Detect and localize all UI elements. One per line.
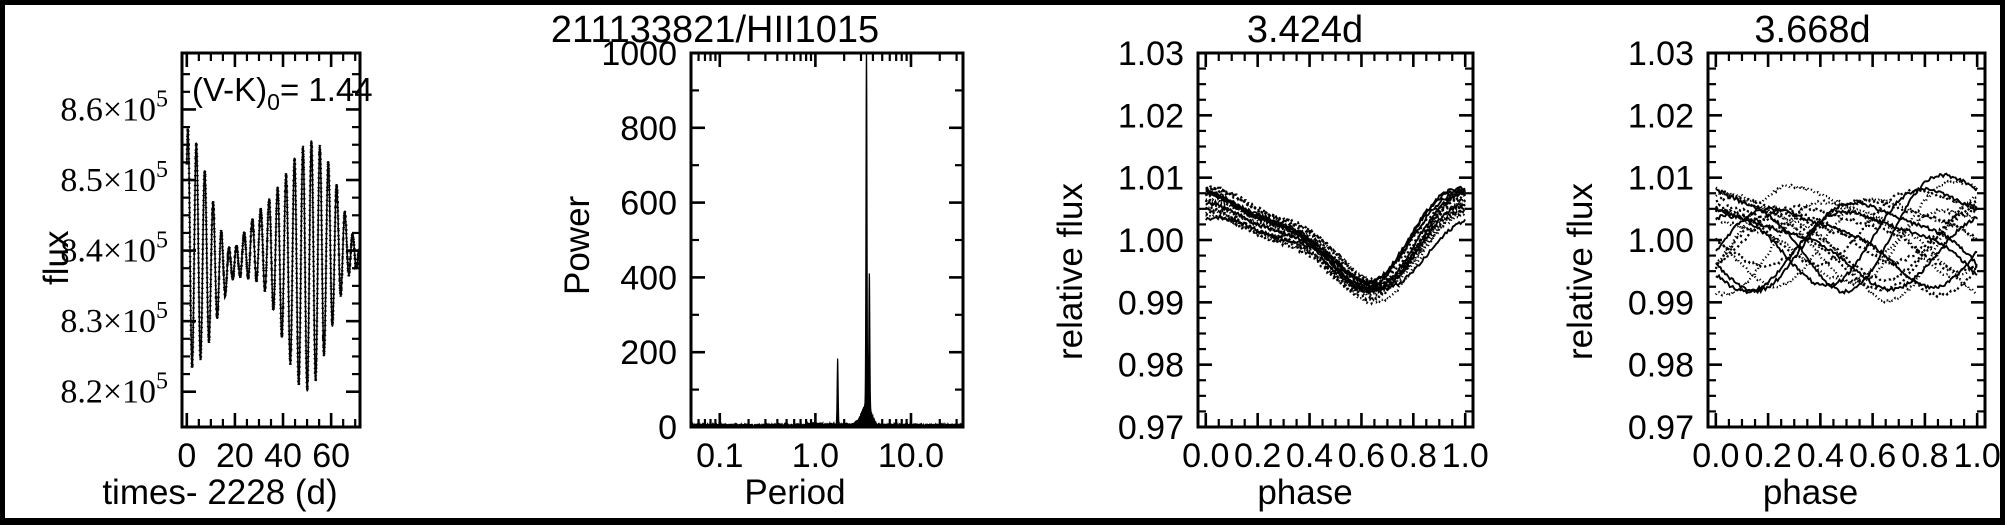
axis-tick-label: 0.4 [1286,437,1333,475]
axis-ticks [182,53,360,427]
axis-tick-label: 1.01 [1628,160,1694,198]
panel-phase-primary: 3.424d 0.0 0.2 0.4 0.6 0.8 1.0 0.97 0.98 0.99 1.0… [995,5,1505,530]
phase-fold-trace [1715,213,1978,293]
panel-lightcurve: 0 20 40 60 8.2×105 8.3×105 8.4×105 8.5×105 8.6×1… [5,5,435,530]
phase-fold-trace [1204,205,1467,298]
periodogram-xlabel: Period [744,473,846,512]
axis-tick-label: 8.6×105 [60,86,168,128]
axis-tick-label: 0.2 [1234,437,1281,475]
plot-frame [1706,51,1987,429]
axis-tick-label: 0.4 [1797,437,1844,475]
axis-tick-label: 10.0 [878,437,944,475]
axis-tick-label: 1.0 [792,437,839,475]
lightcurve-xlabel: times- 2228 (d) [102,473,338,512]
axis-tick-label: 1.03 [1628,35,1694,73]
axis-tick-label: 0.99 [1118,284,1184,322]
lightcurve-ylabel: flux [37,230,76,285]
lightcurve-series [185,128,361,392]
axis-tick-label: 1.0 [1954,437,2001,475]
axis-tick-label: 8.3×105 [60,298,168,340]
phase-fold-trace [1205,208,1466,306]
axis-tick-label: 0.98 [1118,347,1184,385]
axis-tick-label: 0.1 [696,437,743,475]
axis-tick-label: 1000 [601,35,677,73]
phase-fold-trace [1715,196,1979,289]
phase-fold-trace [1205,184,1466,293]
axis-tick-label: 0.98 [1628,347,1694,385]
phase-fold-trace [1714,197,1979,269]
phase-fold-series [1714,172,1979,305]
phase-primary-plot: 0.0 0.2 0.4 0.6 0.8 1.0 0.97 0.98 0.99 1.00 1.01 1.… [1118,35,1489,475]
axis-tick-label: 40 [264,437,302,475]
phase-fold-trace [1714,206,1978,293]
axis-tick-label: 20 [216,437,254,475]
phase-fold-trace [1715,186,1978,288]
periodogram-plot: 0.1 1.0 10.0 0 200 400 600 800 1000 [601,35,965,475]
axis-tick-label: 0 [177,437,196,475]
axis-tick-label: 1.02 [1118,97,1184,135]
axis-tick-label: 600 [620,185,677,223]
axis-tick-label: 1.00 [1628,222,1694,260]
axis-tick-label: 200 [620,334,677,372]
axis-ticks [1708,51,1985,429]
phase-fold-trace [1714,199,1978,298]
lightcurve-plot: 0 20 40 60 8.2×105 8.3×105 8.4×105 8.5×105 8.6×1… [60,51,373,475]
axis-tick-label: 0.0 [1182,437,1229,475]
axis-tick-label: 1.0 [1442,437,1489,475]
periodogram-trace [690,52,964,429]
axis-ticks [1198,51,1473,429]
axis-tick-label: 400 [620,259,677,297]
phase-primary-xlabel: phase [1257,473,1353,512]
phase-primary-ylabel: relative flux [1051,182,1090,360]
axis-tick-label: 60 [312,437,350,475]
axis-tick-label: 0.0 [1692,437,1739,475]
axis-tick-label: 0.8 [1390,437,1437,475]
phase-fold-trace [1205,200,1466,286]
panel-periodogram: 211133821/HII1015 0.1 1.0 10.0 0 200 400 600 80… [435,5,995,530]
plot-frame [689,51,965,429]
axis-tick-label: 1.03 [1118,35,1184,73]
axis-tick-label: 1.02 [1628,97,1694,135]
periodogram-ylabel: Power [558,195,597,295]
phase-fold-trace [1715,203,1978,274]
phase-fold-trace [1205,209,1467,302]
axis-tick-label: 0.97 [1628,409,1694,447]
axis-tick-label: 0.8 [1901,437,1948,475]
axis-tick-label: 0.99 [1628,284,1694,322]
axis-tick-label: 8.4×105 [60,228,168,270]
phase-fold-trace [1204,204,1467,289]
lightcurve-points [185,128,361,392]
phase-fold-trace [1714,211,1978,299]
periodogram-series [690,52,964,429]
phase-secondary-xlabel: phase [1762,473,1859,512]
phase-fold-trace [1715,208,1978,295]
color-annotation: (V-K)0= 1.44 [192,71,373,115]
axis-ticks [691,51,963,429]
axis-tick-label: 0.2 [1744,437,1791,475]
panel-phase-secondary: 3.668d 0.0 0.2 0.4 0.6 0.8 1.0 0.97 0.98 0.99 1.0… [1505,5,2005,530]
phase-fold-series [1204,184,1467,306]
phase-secondary-title: 3.668d [1754,9,1871,51]
axis-tick-label: 800 [620,110,677,148]
axis-tick-label: 8.2×105 [60,369,168,411]
phase-fold-trace [1715,172,1978,295]
phase-secondary-plot: 0.0 0.2 0.4 0.6 0.8 1.0 0.97 0.98 0.99 1.00 1.01 1.… [1628,35,2001,475]
axis-tick-label: 0 [658,409,677,447]
phase-primary-title: 3.424d [1246,9,1364,51]
figure-title: 211133821/HII1015 [550,9,880,51]
axis-tick-label: 0.97 [1118,409,1184,447]
lightcurve-trace [186,128,360,392]
phase-fold-trace [1205,202,1466,295]
axis-tick-label: 0.6 [1338,437,1385,475]
phase-secondary-ylabel: relative flux [1561,182,1600,360]
phase-fold-trace [1715,202,1978,283]
axis-tick-label: 0.6 [1849,437,1896,475]
axis-tick-label: 1.01 [1118,160,1184,198]
axis-tick-label: 1.00 [1118,222,1184,260]
phase-fold-trace [1715,190,1978,305]
phase-fold-trace [1205,201,1466,294]
axis-tick-label: 8.5×105 [60,157,168,199]
